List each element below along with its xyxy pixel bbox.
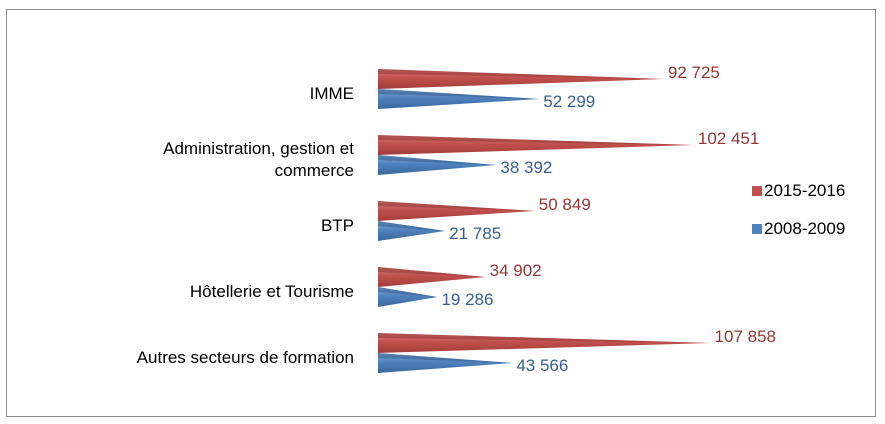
legend-label-2015-2016: 2015-2016 bbox=[764, 181, 845, 200]
bar-edge-2008-2009-3 bbox=[378, 287, 438, 297]
bar-edge-2008-2009-0 bbox=[378, 89, 540, 99]
legend-swatch-2008-2009 bbox=[752, 224, 762, 234]
value-label-2015-2016-3: 34 902 bbox=[490, 261, 542, 280]
bar-edge-2015-2016-3 bbox=[378, 267, 486, 277]
value-label-2008-2009-1: 38 392 bbox=[500, 158, 552, 177]
bar-edge-2008-2009-1 bbox=[378, 155, 497, 165]
bar-edge-2015-2016-4 bbox=[378, 333, 711, 343]
legend-label-2008-2009: 2008-2009 bbox=[764, 219, 845, 238]
value-label-2015-2016-2: 50 849 bbox=[539, 195, 591, 214]
category-label-0: IMME bbox=[310, 84, 354, 103]
legend-swatch-2015-2016 bbox=[752, 186, 762, 196]
value-label-2015-2016-1: 102 451 bbox=[698, 129, 759, 148]
bar-edge-2015-2016-0 bbox=[378, 69, 664, 79]
category-label-1-line1: commerce bbox=[275, 161, 354, 180]
value-label-2015-2016-4: 107 858 bbox=[715, 327, 776, 346]
category-label-3: Hôtellerie et Tourisme bbox=[190, 282, 354, 301]
category-label-4: Autres secteurs de formation bbox=[137, 348, 354, 367]
bar-edge-2015-2016-2 bbox=[378, 201, 535, 211]
value-label-2008-2009-4: 43 566 bbox=[516, 356, 568, 375]
value-label-2008-2009-2: 21 785 bbox=[449, 224, 501, 243]
value-label-2015-2016-0: 92 725 bbox=[668, 63, 720, 82]
value-label-2008-2009-3: 19 286 bbox=[441, 290, 493, 309]
category-label-1-line0: Administration, gestion et bbox=[163, 139, 354, 158]
category-label-2: BTP bbox=[321, 216, 354, 235]
value-label-2008-2009-0: 52 299 bbox=[543, 92, 595, 111]
bar-edge-2008-2009-2 bbox=[378, 221, 446, 231]
bar-edge-2008-2009-4 bbox=[378, 353, 513, 363]
bar-edge-2015-2016-1 bbox=[378, 135, 694, 145]
